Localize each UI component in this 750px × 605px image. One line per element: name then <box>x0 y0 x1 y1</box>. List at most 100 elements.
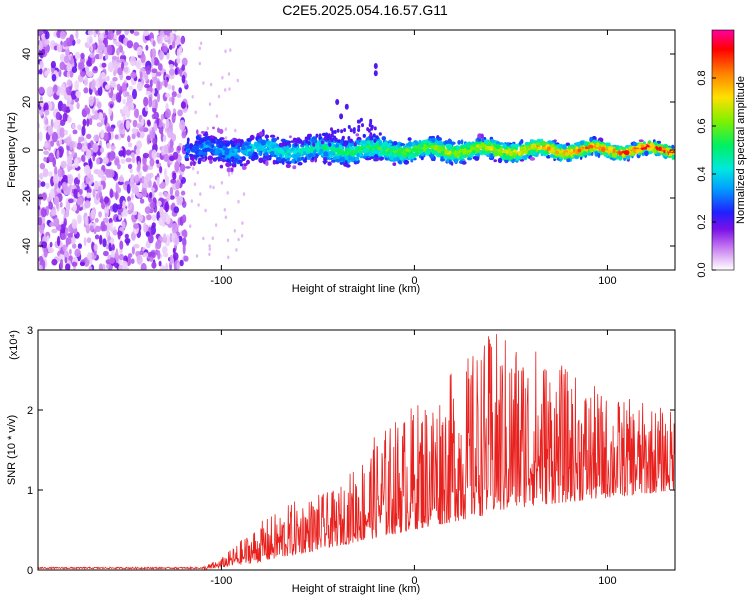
heatmap-cell <box>229 48 232 52</box>
heatmap-cell <box>153 112 158 118</box>
heatmap-cell <box>114 134 119 140</box>
heatmap-cell <box>118 150 125 157</box>
heatmap-cell <box>420 156 424 161</box>
top-x-axis-label: Height of straight line (km) <box>292 283 420 295</box>
heatmap-cell <box>609 152 613 158</box>
heatmap-cell <box>377 147 382 151</box>
heatmap-cell <box>584 146 589 150</box>
heatmap-cell <box>104 115 108 124</box>
heatmap-cell <box>144 206 151 215</box>
heatmap-cell <box>403 159 410 165</box>
heatmap-cell <box>88 157 92 166</box>
heatmap-cell <box>157 92 160 103</box>
heatmap-cell <box>109 188 114 199</box>
heatmap-cell <box>271 144 274 148</box>
heatmap-cell <box>180 101 186 109</box>
heatmap-cell <box>119 240 124 250</box>
heatmap-cell <box>233 142 237 145</box>
heatmap-cell <box>81 125 86 136</box>
y-tick-label: 3 <box>27 325 33 337</box>
heatmap-cell <box>102 156 109 165</box>
heatmap-cell <box>407 137 412 141</box>
heatmap-cell <box>155 99 158 110</box>
heatmap-cell <box>307 141 311 146</box>
heatmap-cell <box>124 233 129 239</box>
heatmap-cell <box>472 143 476 148</box>
heatmap-cell <box>181 130 187 139</box>
heatmap-cell <box>583 141 589 147</box>
heatmap-cell <box>381 149 386 155</box>
heatmap-cell <box>125 149 132 156</box>
heatmap-cell <box>200 151 203 156</box>
y-tick-label: 0 <box>27 565 33 577</box>
heatmap-cell <box>176 195 181 206</box>
heatmap-cell <box>208 244 211 248</box>
heatmap-cell <box>157 63 163 71</box>
heatmap-cell <box>248 156 252 159</box>
heatmap-cell <box>99 198 104 204</box>
heatmap-cell <box>204 131 208 135</box>
colorbar-tick-label: 0.4 <box>696 166 708 181</box>
heatmap-cell <box>633 142 638 147</box>
heatmap-cell <box>282 161 285 165</box>
heatmap-cell <box>226 238 230 243</box>
heatmap-cell <box>258 157 264 164</box>
heatmap-cell <box>224 142 230 147</box>
heatmap-cell <box>296 152 301 158</box>
heatmap-cell <box>77 124 82 131</box>
x-tick-label: 100 <box>598 275 616 287</box>
heatmap-cell <box>253 141 257 147</box>
heatmap-cell <box>347 136 351 140</box>
heatmap-cell <box>118 34 124 43</box>
heatmap-cell <box>61 103 67 113</box>
heatmap-cell <box>368 151 373 157</box>
heatmap-cell <box>98 75 103 86</box>
heatmap-cell <box>149 158 155 167</box>
heatmap-cell <box>60 83 66 93</box>
heatmap-cell <box>344 160 348 165</box>
heatmap-cell <box>233 163 237 168</box>
heatmap-cell <box>93 66 98 72</box>
top-x-ticks: -100 0 100 <box>210 30 617 287</box>
heatmap-cell <box>553 146 558 151</box>
heatmap-cell <box>112 229 118 236</box>
heatmap-cell <box>233 229 236 233</box>
heatmap-cell <box>148 233 154 244</box>
heatmap-cell <box>145 44 149 51</box>
heatmap-cell <box>84 200 91 209</box>
heatmap-cell <box>100 129 105 139</box>
heatmap-cell <box>349 149 356 154</box>
heatmap-cell <box>112 61 119 69</box>
heatmap-cell <box>146 214 152 221</box>
heatmap-cell <box>134 174 140 184</box>
heatmap-cell <box>532 144 536 148</box>
top-y-ticks: -40 -20 0 20 40 <box>21 48 675 254</box>
heatmap-cell <box>182 237 187 247</box>
heatmap-cell <box>330 141 334 147</box>
heatmap-cell <box>47 125 53 135</box>
heatmap-cell <box>97 44 104 52</box>
heatmap-cell <box>373 149 380 155</box>
heatmap-cell <box>171 222 178 234</box>
heatmap-cell <box>149 256 154 262</box>
heatmap-cell <box>379 157 383 161</box>
bottom-y-ticks: 0 1 2 3 <box>27 325 675 577</box>
heatmap-cell <box>517 150 522 156</box>
heatmap-cell <box>181 57 188 67</box>
heatmap-cell <box>344 103 349 110</box>
heatmap-cell <box>665 147 671 151</box>
heatmap-cell <box>268 155 272 161</box>
heatmap-cell <box>156 118 160 127</box>
heatmap-cell <box>277 147 284 154</box>
heatmap-cell <box>127 142 133 148</box>
heatmap-cell <box>543 150 549 155</box>
heatmap-cell <box>104 38 108 48</box>
heatmap-cell <box>191 95 194 99</box>
heatmap-cell <box>289 148 293 152</box>
heatmap-cell <box>537 147 543 151</box>
x-tick-label: 0 <box>411 575 417 587</box>
heatmap-cell <box>133 243 140 249</box>
heatmap-cell <box>297 161 303 166</box>
heatmap-cell <box>357 147 360 151</box>
